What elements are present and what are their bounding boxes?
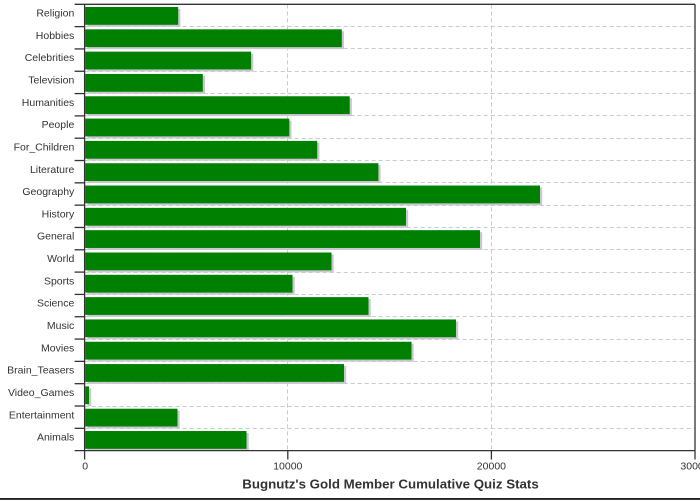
svg-text:Hobbies: Hobbies [36,30,75,42]
svg-text:Celebrities: Celebrities [25,52,75,64]
svg-text:Television: Television [28,75,74,87]
svg-text:Geography: Geography [22,186,75,198]
svg-text:History: History [42,208,75,220]
svg-text:Bugnutz's Gold Member Cumulati: Bugnutz's Gold Member Cumulative Quiz St… [242,476,538,491]
svg-text:Animals: Animals [37,432,74,444]
svg-text:Humanities: Humanities [22,97,75,109]
svg-text:People: People [42,119,75,131]
svg-text:Religion: Religion [36,8,74,20]
svg-text:10000: 10000 [273,461,302,473]
svg-text:Science: Science [37,298,75,310]
svg-text:Sports: Sports [44,275,74,287]
svg-text:Brain_Teasers: Brain_Teasers [7,365,74,377]
svg-text:Entertainment: Entertainment [9,409,74,421]
svg-text:Movies: Movies [41,342,74,354]
svg-text:Literature: Literature [30,164,75,176]
svg-text:0: 0 [82,461,88,473]
svg-text:General: General [37,231,74,243]
svg-text:30000: 30000 [680,461,700,473]
svg-text:20000: 20000 [477,461,506,473]
svg-text:Music: Music [47,320,74,332]
svg-text:World: World [47,253,74,265]
svg-text:For_Children: For_Children [14,141,75,153]
svg-text:Video_Games: Video_Games [8,387,74,399]
